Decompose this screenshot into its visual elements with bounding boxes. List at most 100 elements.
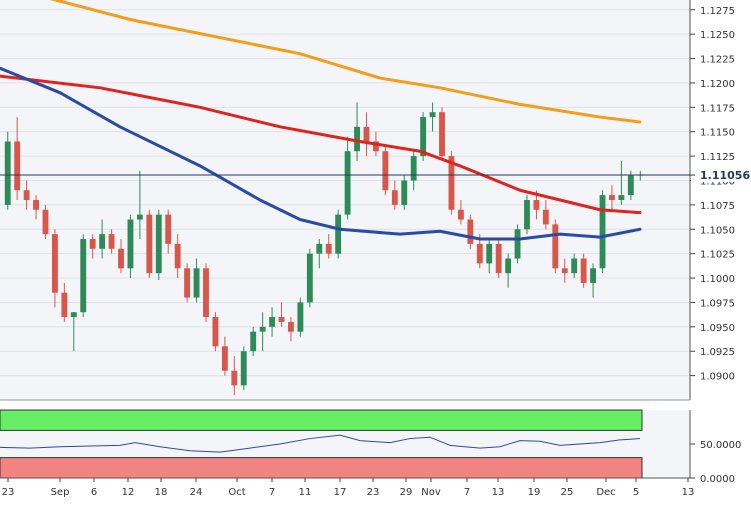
candle xyxy=(269,307,276,337)
candle xyxy=(410,151,417,191)
candle xyxy=(259,312,266,352)
candle-body xyxy=(51,234,58,293)
candle xyxy=(382,146,389,196)
candle-body xyxy=(391,190,398,205)
candle-body xyxy=(561,268,568,274)
y-tick-label: 1.0900 xyxy=(700,372,735,383)
candle xyxy=(552,219,559,274)
candle-body xyxy=(505,258,512,274)
candle-body xyxy=(127,219,134,269)
candle-body xyxy=(212,317,219,347)
y-tick-label: 1.1225 xyxy=(700,55,735,66)
candle-body xyxy=(250,331,257,352)
main-panel: 1.1275 1.1250 1.1225 1.1200 1.1175 1.1150 1.11… xyxy=(0,0,751,401)
candle-body xyxy=(33,200,39,210)
candle xyxy=(457,200,464,225)
candle-body xyxy=(259,326,266,332)
candle-body xyxy=(580,258,587,283)
candle xyxy=(23,180,30,210)
y-tick-label: 1.1250 xyxy=(700,30,735,41)
candle-body xyxy=(542,209,549,225)
candle-body xyxy=(552,224,559,269)
x-tick-label: Oct xyxy=(228,487,245,498)
candle xyxy=(51,229,58,308)
candle-body xyxy=(609,195,615,200)
candle xyxy=(542,200,549,230)
candle xyxy=(108,229,115,254)
candle-body xyxy=(325,243,332,254)
candle-body xyxy=(221,346,228,371)
candle-body xyxy=(401,180,408,205)
oscillator-y-tick-label: 50.0000 xyxy=(700,440,741,451)
candle xyxy=(401,175,408,210)
candle-body xyxy=(146,214,153,274)
candle-body xyxy=(410,156,417,181)
candle xyxy=(70,312,77,352)
candle xyxy=(240,346,247,391)
x-tick-label: 13 xyxy=(492,487,505,498)
candle-body xyxy=(344,151,351,215)
candle-body xyxy=(297,302,304,332)
y-tick-label: 1.1075 xyxy=(700,201,735,212)
candle-body xyxy=(495,243,502,274)
candle-body xyxy=(184,268,191,298)
x-tick-label: Dec xyxy=(596,487,615,498)
moving-average-line xyxy=(49,0,642,124)
candle xyxy=(193,258,200,303)
candle xyxy=(439,107,445,161)
candle-body xyxy=(486,243,493,264)
candle xyxy=(118,239,124,274)
candle-body xyxy=(533,200,540,210)
oversold-zone xyxy=(0,457,643,479)
candle xyxy=(127,214,134,279)
x-tick-label: 23 xyxy=(2,487,15,498)
candle xyxy=(184,263,191,303)
candle xyxy=(146,209,153,279)
candle xyxy=(486,239,493,274)
candle-body xyxy=(23,190,30,200)
candle xyxy=(391,180,398,210)
candle-body xyxy=(278,317,285,322)
candle-body xyxy=(14,141,21,191)
y-tick-label: 1.1200 xyxy=(700,79,735,90)
candle xyxy=(599,190,606,274)
moving-average-line xyxy=(0,74,642,215)
candle xyxy=(165,209,172,254)
candle xyxy=(505,253,512,288)
candle-body xyxy=(524,200,530,230)
candle-body xyxy=(590,268,597,283)
candle xyxy=(278,302,285,327)
candle-body xyxy=(382,151,389,191)
candle-body xyxy=(514,229,521,259)
x-tick-label: 17 xyxy=(334,487,347,498)
candle xyxy=(561,258,568,283)
y-tick-label: 1.1275 xyxy=(700,6,735,17)
candle xyxy=(363,112,370,157)
candle-body xyxy=(61,292,68,318)
candle-body xyxy=(571,258,578,274)
candle xyxy=(33,195,39,220)
y-tick-label: 1.1125 xyxy=(700,152,735,163)
x-tick-label: 29 xyxy=(400,487,413,498)
x-tick-label: 25 xyxy=(561,487,574,498)
candle-body xyxy=(448,156,455,210)
current-price-label: 1.11056 xyxy=(700,169,750,182)
y-tick-label: 1.1050 xyxy=(700,225,735,236)
candle xyxy=(42,204,49,240)
y-tick-label: 1.1025 xyxy=(700,250,735,261)
x-tick-label: 24 xyxy=(190,487,203,498)
candle-body xyxy=(439,112,445,157)
candle-body xyxy=(80,239,87,313)
candle xyxy=(590,263,597,298)
candle xyxy=(429,102,436,132)
candle xyxy=(61,282,68,322)
candle-body xyxy=(363,126,370,142)
candle-body xyxy=(316,243,323,254)
candle xyxy=(316,239,323,269)
candle-body xyxy=(618,195,625,200)
candle xyxy=(306,248,313,308)
candle xyxy=(203,263,209,322)
candle xyxy=(231,356,238,396)
y-tick-label: 1.1150 xyxy=(700,128,735,139)
y-tick-label: 1.0925 xyxy=(700,347,735,358)
